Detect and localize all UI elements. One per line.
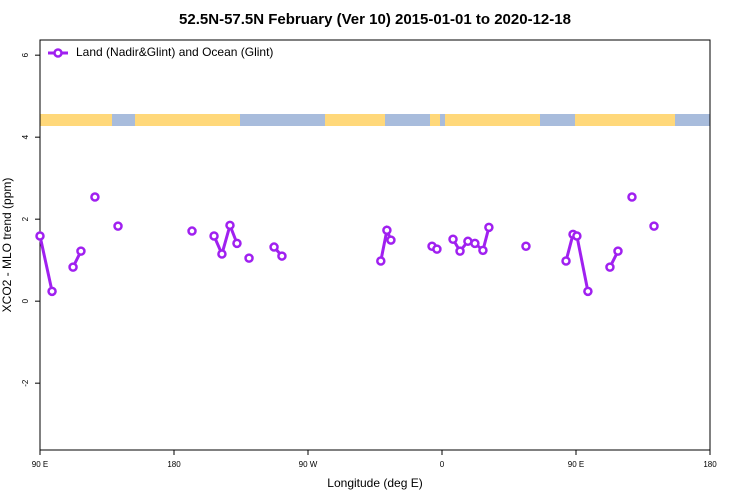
data-point: [478, 245, 488, 256]
y-tick-label: 2: [21, 216, 30, 221]
data-point: [649, 221, 659, 231]
data-point: [209, 231, 219, 241]
y-axis-label: XCO2 - MLO trend (ppm): [0, 178, 14, 313]
x-tick-label: 90 E: [32, 460, 48, 469]
y-tick-label: 0: [21, 298, 30, 303]
y-tick-label: 6: [21, 52, 30, 57]
x-tick-label: 90 E: [568, 460, 584, 469]
plot-frame: [39, 39, 711, 451]
data-point: [484, 222, 494, 233]
data-point: [448, 234, 458, 245]
legend-label: Land (Nadir&Glint) and Ocean (Glint): [76, 45, 273, 59]
data-point: [432, 244, 442, 254]
data-point: [225, 220, 235, 231]
x-tick-label: 0: [440, 460, 445, 469]
data-point: [613, 246, 623, 256]
data-point: [90, 192, 100, 202]
data-point: [277, 251, 287, 261]
map-strip: [40, 114, 710, 126]
x-axis-label: Longitude (deg E): [327, 476, 422, 490]
data-point: [386, 235, 396, 245]
data-point: [605, 262, 615, 272]
data-point: [113, 221, 123, 231]
data-point: [382, 225, 392, 235]
data-point: [244, 253, 254, 263]
data-point: [35, 231, 45, 241]
x-tick-label: 90 W: [299, 460, 318, 469]
data-point: [455, 246, 465, 256]
y-tick-label: -2: [21, 379, 30, 387]
data-point: [47, 286, 57, 297]
data-point: [521, 241, 531, 251]
data-point: [627, 192, 637, 202]
y-tick-label: 4: [21, 134, 30, 139]
chart-title: 52.5N-57.5N February (Ver 10) 2015-01-01…: [179, 11, 571, 28]
data-point: [470, 238, 480, 249]
data-point: [217, 249, 227, 259]
data-point: [583, 286, 593, 297]
data-point: [68, 262, 78, 272]
data-point: [269, 242, 279, 252]
data-point: [561, 256, 571, 266]
data-point: [76, 246, 86, 256]
data-point: [187, 226, 197, 236]
x-tick-label: 180: [703, 460, 717, 469]
data-point: [232, 238, 242, 249]
series-line: [40, 225, 654, 291]
data-point: [572, 231, 582, 241]
x-tick-label: 180: [167, 460, 181, 469]
data-point: [376, 256, 386, 266]
legend-marker: [53, 48, 63, 58]
